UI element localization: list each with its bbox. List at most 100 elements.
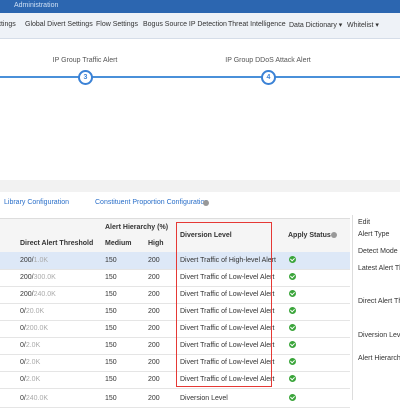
diversion-level: Divert Traffic of Low-level Alert bbox=[180, 359, 275, 366]
threshold: 0/200.0K bbox=[20, 325, 48, 332]
high: 200 bbox=[148, 291, 160, 298]
column-header: Medium bbox=[105, 240, 132, 247]
high: 200 bbox=[148, 359, 160, 366]
diversion-level: Divert Traffic of High-level Alert bbox=[180, 257, 276, 264]
threshold-current: 200/ bbox=[20, 291, 34, 298]
column-header: Direct Alert Threshold bbox=[20, 240, 94, 247]
nav-tab[interactable]: ttings bbox=[0, 21, 16, 28]
diversion-level: Divert Traffic of Low-level Alert bbox=[180, 274, 275, 281]
medium: 150 bbox=[105, 359, 117, 366]
threshold: 0/20.0K bbox=[20, 308, 44, 315]
medium: 150 bbox=[105, 291, 117, 298]
top-bar: Administration bbox=[0, 0, 400, 13]
field-label: Diversion Level bbox=[358, 332, 400, 339]
threshold-current: 0/ bbox=[20, 342, 26, 349]
status-icon bbox=[289, 375, 296, 382]
table-row[interactable]: 0/200.0K 150 200 Divert Traffic of Low-leve… bbox=[0, 320, 350, 338]
status-icon bbox=[289, 341, 296, 348]
table-row[interactable]: 200/240.0K 150 200 Divert Traffic of Low-le… bbox=[0, 286, 350, 304]
threshold: 0/240.0K bbox=[20, 395, 48, 402]
panel-title: Edit bbox=[358, 219, 371, 226]
config-link[interactable]: Library Configuration bbox=[4, 199, 69, 206]
threshold: 0/2.0K bbox=[20, 359, 40, 366]
nav-tab[interactable]: Global Divert Settings bbox=[25, 21, 93, 28]
step-circle: 4 bbox=[261, 70, 276, 85]
threshold-current: 0/ bbox=[20, 395, 26, 402]
threshold-current: 0/ bbox=[20, 325, 26, 332]
nav-tab[interactable]: Threat Intelligence bbox=[228, 21, 286, 28]
divider bbox=[0, 180, 400, 192]
help-icon bbox=[331, 232, 337, 238]
high: 200 bbox=[148, 342, 160, 349]
threshold-limit: 240.0K bbox=[25, 395, 49, 402]
high: 200 bbox=[148, 376, 160, 383]
status-icon bbox=[289, 290, 296, 297]
threshold-limit: 2.0K bbox=[25, 376, 41, 383]
threshold-current: 0/ bbox=[20, 308, 26, 315]
medium: 150 bbox=[105, 325, 117, 332]
medium: 150 bbox=[105, 395, 117, 402]
nav-tab[interactable]: Whitelist bbox=[347, 21, 379, 29]
medium: 150 bbox=[105, 274, 117, 281]
column-header: Diversion Level bbox=[180, 232, 232, 239]
column-header: High bbox=[148, 240, 164, 247]
high: 200 bbox=[148, 325, 160, 332]
table-row[interactable]: 0/2.0K 150 200 Divert Traffic of Low-level … bbox=[0, 371, 350, 389]
diversion-level: Divert Traffic of Low-level Alert bbox=[180, 342, 275, 349]
table-row[interactable]: 0/2.0K 150 200 Divert Traffic of Low-level … bbox=[0, 354, 350, 372]
table-row[interactable]: 0/240.0K 150 200 Diversion Level bbox=[0, 390, 350, 408]
help-icon bbox=[203, 200, 209, 206]
nav-tab[interactable]: Bogus Source IP Detection bbox=[143, 21, 227, 28]
medium: 150 bbox=[105, 257, 117, 264]
high: 200 bbox=[148, 395, 160, 402]
field-label: Direct Alert Thre bbox=[358, 298, 400, 305]
column-header: Apply Status bbox=[288, 232, 331, 239]
table-row[interactable]: 0/2.0K 150 200 Divert Traffic of Low-level … bbox=[0, 337, 350, 355]
step-line bbox=[0, 76, 400, 78]
field-label: Alert Hierarchy( bbox=[358, 355, 400, 362]
app-title: Administration bbox=[14, 2, 59, 9]
field-label: Alert Type bbox=[358, 231, 390, 238]
table-header: Alert Hierarchy (%) Direct Alert Threshol… bbox=[0, 218, 350, 254]
nav-tab[interactable]: Flow Settings bbox=[96, 21, 139, 28]
high: 200 bbox=[148, 308, 160, 315]
step-label: IP Group Traffic Alert bbox=[52, 57, 118, 64]
table-row[interactable]: 200/300.0K 150 200 Divert Traffic of Low-le… bbox=[0, 269, 350, 287]
threshold: 0/2.0K bbox=[20, 342, 40, 349]
diversion-level: Divert Traffic of Low-level Alert bbox=[180, 308, 275, 315]
field-label: Detect Mode bbox=[358, 248, 398, 255]
threshold: 200/240.0K bbox=[20, 291, 56, 298]
status-icon bbox=[289, 307, 296, 314]
threshold: 200/1.0K bbox=[20, 257, 48, 264]
diversion-level: Divert Traffic of Low-level Alert bbox=[180, 325, 275, 332]
status-icon bbox=[289, 256, 296, 263]
threshold-current: 200/ bbox=[20, 274, 34, 281]
medium: 150 bbox=[105, 308, 117, 315]
status-icon bbox=[289, 324, 296, 331]
threshold: 200/300.0K bbox=[20, 274, 56, 281]
high: 200 bbox=[148, 274, 160, 281]
step-circle: 3 bbox=[78, 70, 93, 85]
table-row[interactable]: 200/1.0K 150 200 Divert Traffic of High-lev… bbox=[0, 252, 350, 270]
step-label: IP Group DDoS Attack Alert bbox=[225, 57, 311, 64]
highlight-box bbox=[176, 222, 272, 387]
table-row[interactable]: 0/20.0K 150 200 Divert Traffic of Low-level… bbox=[0, 303, 350, 321]
high: 200 bbox=[148, 257, 160, 264]
group-header: Alert Hierarchy (%) bbox=[105, 224, 169, 231]
threshold-limit: 240.0K bbox=[33, 291, 56, 298]
threshold-limit: 200.0K bbox=[25, 325, 49, 332]
diversion-level: Divert Traffic of Low-level Alert bbox=[180, 376, 275, 383]
threshold-limit: 2.0K bbox=[25, 359, 41, 366]
threshold-limit: 1.0K bbox=[33, 257, 49, 264]
status-icon bbox=[289, 358, 296, 365]
diversion-level: Diversion Level bbox=[180, 395, 228, 402]
status-icon bbox=[289, 394, 296, 401]
config-link[interactable]: Constituent Proportion Configuration bbox=[95, 199, 209, 206]
threshold-current: 0/ bbox=[20, 359, 26, 366]
field-label: Latest Alert Thre bbox=[358, 265, 400, 272]
threshold-current: 200/ bbox=[20, 257, 34, 264]
nav-tab[interactable]: Data Dictionary bbox=[289, 21, 342, 29]
threshold-current: 0/ bbox=[20, 376, 26, 383]
edit-panel: Edit Alert Type Detect Mode Latest Alert Th… bbox=[352, 215, 400, 400]
